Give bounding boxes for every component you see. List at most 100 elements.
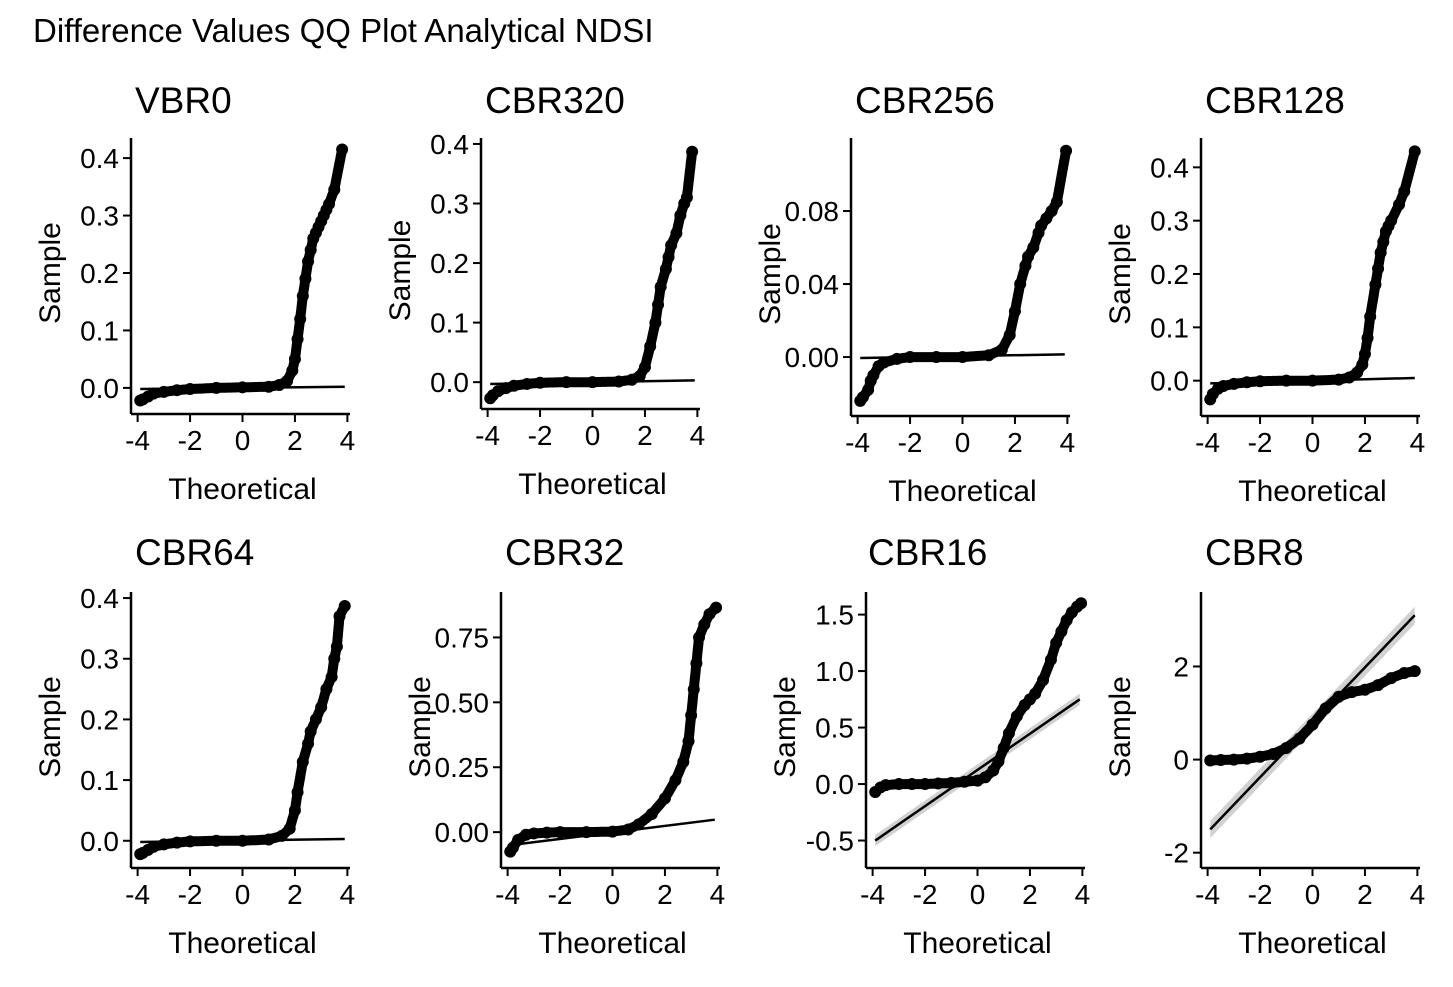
y-tick-label: 0.4 bbox=[1150, 152, 1189, 183]
data-point bbox=[622, 823, 635, 836]
data-point bbox=[275, 829, 288, 842]
data-point bbox=[296, 755, 309, 768]
y-tick-label: 0.50 bbox=[435, 687, 490, 718]
x-tick-label: 4 bbox=[1075, 879, 1091, 910]
x-tick-label: -2 bbox=[548, 879, 573, 910]
data-point bbox=[309, 713, 322, 726]
data-point bbox=[157, 385, 170, 398]
x-tick-label: 2 bbox=[287, 879, 303, 910]
data-point bbox=[979, 771, 992, 784]
data-point bbox=[606, 825, 619, 838]
data-point bbox=[659, 263, 672, 276]
data-point bbox=[932, 777, 945, 790]
y-tick-label: 0.1 bbox=[80, 315, 119, 346]
data-point bbox=[958, 775, 971, 788]
data-point bbox=[1055, 625, 1068, 638]
panel-cbr16: CBR16 -4 -2 0 2 4 -0.5 0.0 0.5 1.0 1.5 Theoretical S… bbox=[769, 532, 1090, 960]
panels-container: VBR0-4 -2 0 2 40.00.10.20.30.4TheoreticalSam… bbox=[34, 80, 1425, 960]
sample-points-trace bbox=[505, 602, 722, 857]
data-point bbox=[1319, 702, 1332, 715]
data-point bbox=[1398, 667, 1411, 679]
y-axis-title: Sample bbox=[1104, 676, 1137, 778]
data-point bbox=[291, 786, 304, 799]
data-point bbox=[1293, 732, 1306, 745]
y-tick-label: 0 bbox=[1173, 745, 1189, 776]
panel-cbr320: CBR320 -4 -2 0 2 4 0.0 0.1 0.2 0.3 0.4 Theoretical S… bbox=[384, 80, 705, 501]
data-point bbox=[1003, 329, 1016, 342]
x-tick-label: 4 bbox=[710, 879, 726, 910]
sample-points-trace bbox=[870, 598, 1087, 797]
panel-cbr128: CBR128 -4 -2 0 2 4 0.0 0.1 0.2 0.3 0.4 Theoretical S… bbox=[1104, 80, 1425, 508]
x-tick-label: 0 bbox=[235, 879, 251, 910]
x-tick-label: -4 bbox=[1195, 427, 1220, 458]
data-point bbox=[945, 776, 958, 789]
data-point bbox=[633, 370, 646, 383]
data-point bbox=[867, 369, 880, 382]
y-tick-label: 0.0 bbox=[80, 373, 119, 404]
data-point bbox=[892, 778, 905, 791]
data-point bbox=[1356, 358, 1369, 371]
x-tick-label: 2 bbox=[1022, 879, 1038, 910]
data-point bbox=[328, 183, 341, 196]
y-tick-label: 0.5 bbox=[815, 713, 854, 744]
data-point bbox=[184, 383, 197, 396]
data-point bbox=[1393, 198, 1406, 211]
data-point bbox=[315, 701, 328, 714]
data-point bbox=[997, 741, 1010, 754]
data-point bbox=[302, 255, 315, 268]
data-point bbox=[674, 209, 687, 222]
y-tick-label: 0.3 bbox=[430, 189, 469, 220]
x-tick-label: 4 bbox=[340, 425, 356, 456]
x-tick-label: -2 bbox=[913, 879, 938, 910]
data-point bbox=[1045, 205, 1058, 218]
data-point bbox=[210, 834, 223, 847]
x-tick-label: -4 bbox=[845, 427, 870, 458]
data-point bbox=[1240, 376, 1253, 389]
data-point bbox=[710, 601, 723, 614]
x-tick-label: -4 bbox=[475, 420, 500, 451]
data-point bbox=[157, 838, 170, 851]
x-axis-title: Theoretical bbox=[168, 927, 316, 960]
data-point bbox=[1358, 348, 1371, 360]
data-point bbox=[299, 272, 312, 285]
data-point bbox=[687, 683, 700, 696]
panel-title: CBR32 bbox=[505, 532, 624, 573]
y-tick-label: 1.0 bbox=[815, 656, 854, 687]
data-point bbox=[580, 826, 593, 839]
panel-title: CBR320 bbox=[485, 80, 625, 121]
data-point bbox=[288, 804, 301, 817]
y-tick-label: 0.08 bbox=[785, 196, 840, 227]
data-point bbox=[304, 244, 317, 257]
data-point bbox=[982, 349, 995, 362]
data-point bbox=[1029, 687, 1042, 700]
data-point bbox=[296, 289, 309, 302]
data-point bbox=[1027, 241, 1040, 254]
y-tick-label: 1.5 bbox=[815, 600, 854, 631]
data-point bbox=[330, 640, 343, 653]
x-axis-title: Theoretical bbox=[903, 927, 1051, 960]
y-tick-label: 0.2 bbox=[80, 258, 119, 289]
y-axis-title: Sample bbox=[34, 676, 67, 778]
x-axis-title: Theoretical bbox=[1238, 475, 1386, 508]
x-tick-label: 2 bbox=[287, 425, 303, 456]
x-tick-label: 4 bbox=[340, 879, 356, 910]
data-point bbox=[1240, 752, 1253, 765]
data-point bbox=[693, 631, 706, 644]
data-point bbox=[1369, 278, 1382, 291]
data-point bbox=[1280, 374, 1293, 387]
data-point bbox=[328, 652, 341, 665]
data-point bbox=[291, 333, 304, 346]
data-point bbox=[236, 834, 249, 847]
panel-title: CBR8 bbox=[1205, 532, 1304, 573]
x-tick-label: -2 bbox=[528, 420, 553, 451]
data-point bbox=[677, 756, 690, 769]
x-tick-label: 2 bbox=[1007, 427, 1023, 458]
data-point bbox=[638, 361, 651, 374]
data-point bbox=[645, 807, 658, 820]
y-tick-label: 0.2 bbox=[430, 248, 469, 279]
data-point bbox=[1002, 727, 1015, 740]
y-tick-label: 0.0 bbox=[1150, 366, 1189, 397]
y-tick-label: -0.5 bbox=[806, 826, 854, 857]
panel-cbr64: CBR64 -4 -2 0 2 4 0.0 0.1 0.2 0.3 0.4 Theoretical Sa… bbox=[34, 532, 355, 960]
